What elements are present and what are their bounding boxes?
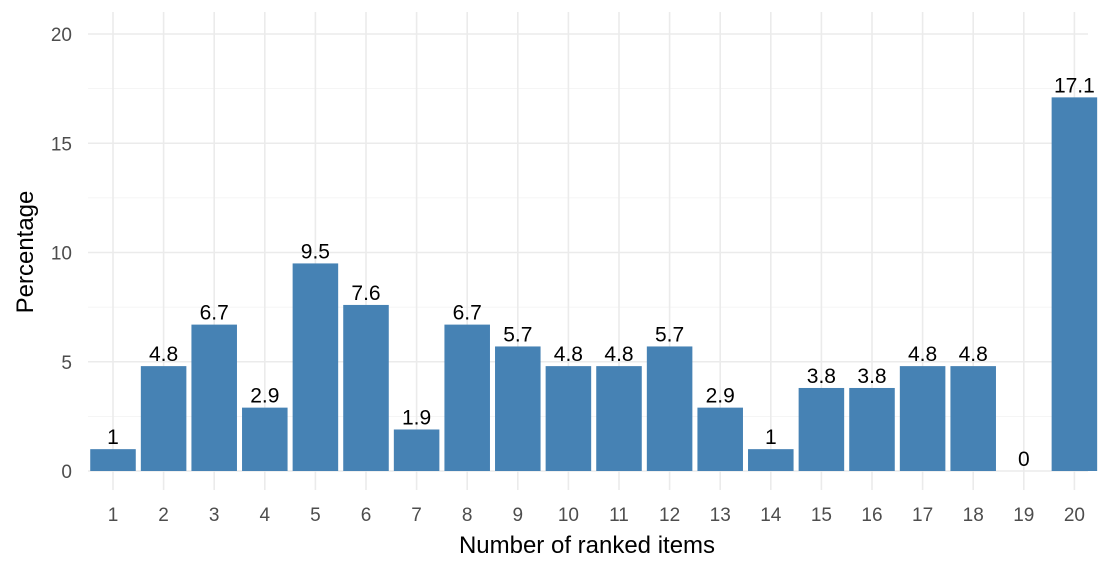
data-label-4: 2.9 (250, 385, 279, 408)
x-axis-ticks: 1 2 3 4 5 6 7 8 9 10 11 12 13 14 15 16 17 18 19 20 (108, 505, 1085, 526)
x-tick-label: 11 (609, 505, 629, 526)
data-label-7: 1.9 (402, 406, 431, 429)
data-label-9: 5.7 (503, 323, 532, 346)
bar-13 (697, 407, 743, 471)
data-label-2: 4.8 (149, 343, 178, 366)
data-label-18: 4.8 (959, 343, 988, 366)
data-label-5: 9.5 (301, 240, 330, 263)
bars (90, 97, 1098, 472)
bar-11 (596, 366, 642, 471)
data-label-3: 6.7 (200, 302, 229, 325)
data-label-1: 1 (107, 426, 119, 449)
data-label-14: 1 (765, 426, 777, 449)
bar-17 (899, 366, 946, 471)
bar-3 (191, 324, 237, 471)
x-tick-label: 1 (108, 505, 119, 526)
y-axis-ticks: 0 5 10 15 20 (51, 25, 72, 483)
bar-15 (798, 387, 845, 471)
data-labels: 1 4.8 6.7 2.9 9.5 7.6 1.9 6.7 5.7 4.8 4.8 5.7 2.9 1 3.… (107, 74, 1095, 471)
x-tick-label: 20 (1064, 505, 1085, 526)
x-axis-title: Number of ranked items (459, 532, 715, 559)
bar-5 (292, 263, 339, 471)
x-tick-label: 9 (513, 505, 524, 526)
x-tick-label: 13 (710, 505, 731, 526)
data-label-8: 6.7 (453, 302, 482, 325)
bar-2 (140, 366, 187, 471)
x-tick-label: 10 (558, 505, 579, 526)
y-tick-label: 10 (51, 244, 72, 265)
y-axis-title: Percentage (12, 191, 39, 314)
bar-8 (444, 324, 490, 471)
x-tick-label: 19 (1013, 505, 1034, 526)
data-label-6: 7.6 (351, 282, 380, 305)
y-tick-label: 5 (61, 353, 72, 374)
data-label-19: 0 (1018, 448, 1030, 471)
bar-1 (90, 449, 136, 471)
data-label-16: 3.8 (857, 365, 886, 388)
x-tick-label: 14 (760, 505, 782, 526)
data-label-13: 2.9 (706, 385, 735, 408)
y-tick-label: 0 (61, 462, 72, 483)
data-label-12: 5.7 (655, 323, 684, 346)
x-tick-label: 3 (209, 505, 220, 526)
bar-4 (242, 407, 288, 471)
x-tick-label: 4 (260, 505, 271, 526)
y-tick-label: 15 (51, 134, 72, 155)
bar-20 (1051, 97, 1098, 472)
bar-7 (393, 429, 440, 471)
data-label-17: 4.8 (908, 343, 937, 366)
y-tick-label: 20 (51, 25, 72, 46)
x-tick-label: 15 (811, 505, 832, 526)
x-tick-label: 18 (963, 505, 984, 526)
bar-18 (950, 366, 996, 471)
x-tick-label: 5 (310, 505, 321, 526)
x-tick-label: 16 (861, 505, 882, 526)
x-tick-label: 6 (361, 505, 372, 526)
bar-10 (545, 366, 592, 471)
data-label-20: 17.1 (1054, 74, 1095, 97)
data-label-15: 3.8 (807, 365, 836, 388)
x-tick-label: 2 (158, 505, 169, 526)
bar-12 (646, 346, 693, 471)
x-tick-label: 7 (411, 505, 422, 526)
x-tick-label: 12 (659, 505, 680, 526)
bar-9 (495, 346, 541, 471)
x-tick-label: 17 (912, 505, 933, 526)
x-tick-label: 8 (462, 505, 473, 526)
bar-16 (849, 387, 895, 471)
data-label-10: 4.8 (554, 343, 583, 366)
bar-14 (748, 449, 794, 471)
data-label-11: 4.8 (604, 343, 633, 366)
bar-6 (343, 304, 389, 471)
